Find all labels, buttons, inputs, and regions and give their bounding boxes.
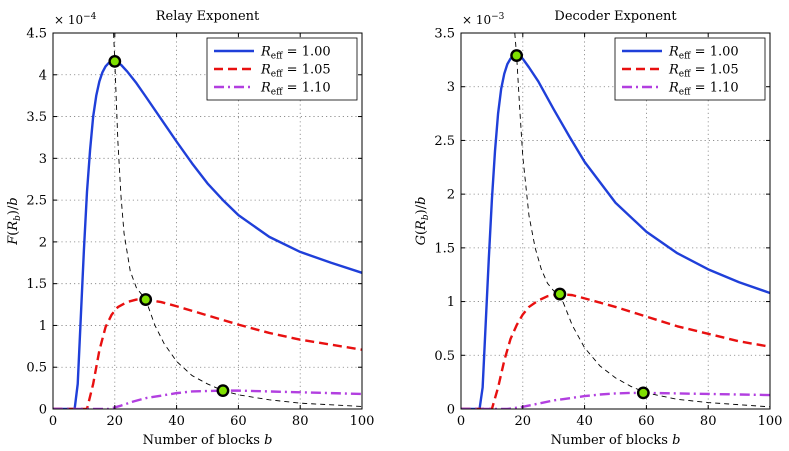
legend-label: Reff = 1.00 [668, 45, 739, 62]
envelope-line [113, 33, 362, 407]
x-tick-label: 60 [230, 414, 247, 429]
y-tick-label: 2.5 [26, 194, 47, 209]
y-tick-label: 4 [39, 68, 47, 83]
x-tick-label: 20 [107, 414, 124, 429]
y-tick-label: 3 [39, 152, 47, 167]
series-line-0 [461, 54, 770, 409]
y-axis-label: F(Rb)/b [6, 197, 23, 245]
axes-box [52, 32, 363, 410]
x-tick-label: 60 [638, 414, 655, 429]
optimum-marker [216, 384, 230, 398]
x-tick-label: 20 [515, 414, 532, 429]
y-tick-label: 1.5 [26, 277, 47, 292]
y-multiplier: × 10−4 [54, 12, 97, 27]
optimum-marker [139, 293, 153, 306]
relay-chart: 0 20 40 60 80 100 0 0.5 1 1.5 2 2.5 3 3.5 4 4.5 × 10−4 Re… [6, 9, 374, 448]
x-tick-label: 0 [457, 414, 465, 429]
envelope-line [514, 33, 770, 408]
y-tick-label: 0 [39, 403, 47, 418]
y-tick-label: 1.5 [434, 241, 455, 256]
y-tick-label: 3.5 [434, 27, 455, 42]
x-tick-label: 40 [168, 414, 185, 429]
chart-title: Relay Exponent [156, 9, 260, 24]
series-line-2 [461, 391, 770, 409]
x-tick-label: 40 [576, 414, 593, 429]
y-axis-label: G(Rb)/b [414, 197, 431, 246]
x-tick-label: 80 [292, 414, 309, 429]
legend-label: Reff = 1.10 [668, 81, 739, 98]
x-tick-label: 0 [49, 414, 57, 429]
chart-title: Decoder Exponent [554, 9, 677, 24]
y-tick-label: 2 [39, 235, 47, 250]
x-axis-label: Number of blocks b [143, 433, 273, 448]
x-axis-label: Number of blocks b [551, 433, 681, 448]
y-tick-label: 0.5 [434, 349, 455, 364]
optimum-marker [510, 49, 524, 62]
y-tick-label: 3.5 [26, 110, 47, 125]
series-line-1 [461, 292, 770, 409]
decoder-chart: 0 20 40 60 80 100 0 0.5 1 1.5 2 2.5 3 3.5 × 10−3 Decode… [414, 9, 782, 448]
x-tick-label: 100 [758, 414, 783, 429]
series-line-2 [53, 389, 362, 409]
axes-box [460, 32, 771, 410]
legend-label: Reff = 1.05 [668, 63, 739, 80]
y-tick-label: 3 [447, 80, 455, 95]
x-tick-label: 80 [700, 414, 717, 429]
optimum-marker [636, 386, 650, 400]
series-line-1 [53, 298, 362, 409]
y-tick-label: 0 [447, 403, 455, 418]
legend-label: Reff = 1.05 [260, 63, 331, 80]
legend-label: Reff = 1.00 [260, 45, 331, 62]
legend-label: Reff = 1.10 [260, 81, 331, 98]
y-tick-label: 1 [447, 295, 455, 310]
optimum-marker [108, 55, 122, 68]
y-tick-label: 1 [39, 319, 47, 334]
x-tick-label: 100 [350, 414, 375, 429]
y-tick-label: 0.5 [26, 361, 47, 376]
optimum-marker [553, 287, 567, 301]
y-tick-label: 2 [447, 188, 455, 203]
y-multiplier: × 10−3 [462, 12, 505, 27]
y-tick-label: 2.5 [434, 134, 455, 149]
y-tick-label: 4.5 [26, 27, 47, 42]
